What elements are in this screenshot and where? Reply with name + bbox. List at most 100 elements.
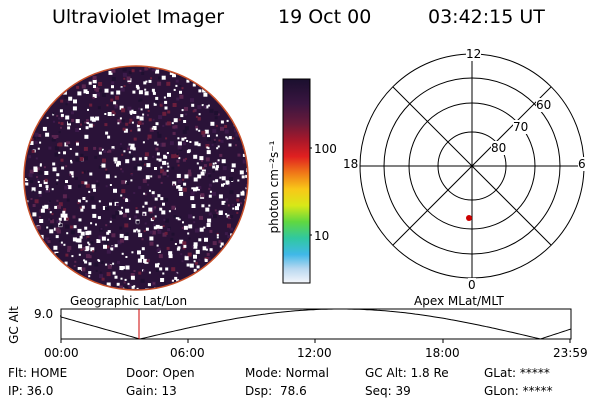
noise-pixel (111, 77, 116, 81)
noise-pixel (166, 162, 169, 165)
noise-pixel (172, 125, 176, 129)
noise-pixel (217, 73, 220, 76)
noise-pixel (154, 167, 157, 170)
noise-pixel (25, 69, 28, 72)
noise-pixel (241, 132, 245, 136)
noise-pixel (240, 111, 245, 116)
noise-pixel (179, 71, 182, 75)
noise-pixel (177, 137, 180, 140)
noise-pixel (242, 135, 245, 138)
noise-pixel (177, 145, 182, 150)
noise-pixel (114, 105, 118, 109)
noise-pixel (25, 101, 28, 105)
noise-pixel (150, 175, 153, 178)
noise-pixel (131, 121, 134, 124)
noise-pixel (97, 62, 99, 64)
noise-pixel (228, 95, 230, 98)
noise-pixel (181, 109, 184, 112)
noise-pixel (123, 85, 126, 87)
noise-pixel (226, 99, 230, 103)
ip-status: IP: 36.0 (8, 384, 54, 398)
noise-pixel (208, 204, 211, 207)
noise-pixel (198, 186, 202, 189)
noise-pixel (178, 118, 181, 121)
noise-pixel (85, 91, 89, 94)
noise-pixel (129, 155, 133, 158)
noise-pixel (93, 85, 96, 88)
noise-pixel (212, 139, 216, 143)
noise-pixel (176, 173, 181, 178)
time-tick-0600: 06:00 (170, 346, 205, 360)
noise-pixel (25, 259, 28, 263)
noise-pixel (155, 269, 159, 272)
noise-pixel (106, 245, 110, 249)
noise-pixel (175, 79, 179, 83)
noise-pixel (89, 103, 93, 107)
noise-pixel (119, 233, 124, 238)
noise-pixel (91, 204, 96, 209)
noise-pixel (191, 204, 196, 208)
noise-pixel (236, 78, 240, 82)
noise-pixel (140, 167, 142, 170)
noise-pixel (152, 118, 155, 121)
noise-pixel (246, 96, 247, 101)
noise-pixel (100, 227, 103, 230)
noise-pixel (246, 168, 247, 173)
noise-pixel (209, 274, 213, 277)
noise-pixel (108, 263, 111, 266)
noise-pixel (92, 67, 96, 69)
noise-pixel (195, 125, 199, 129)
noise-pixel (87, 108, 89, 111)
noise-pixel (19, 75, 23, 79)
noise-pixel (138, 157, 142, 161)
noise-pixel (221, 76, 225, 80)
noise-pixel (241, 175, 245, 179)
noise-pixel (59, 88, 63, 92)
noise-pixel (216, 88, 219, 92)
noise-pixel (85, 231, 90, 236)
noise-pixel (239, 225, 242, 228)
noise-pixel (28, 246, 30, 249)
noise-pixel (152, 216, 156, 220)
noise-pixel (134, 215, 138, 219)
noise-pixel (171, 267, 176, 272)
noise-pixel (109, 220, 112, 223)
noise-pixel (238, 234, 241, 237)
noise-pixel (46, 98, 50, 102)
noise-pixel (126, 182, 130, 185)
noise-pixel (220, 120, 224, 124)
noise-pixel (44, 171, 49, 175)
noise-pixel (55, 227, 60, 232)
noise-pixel (221, 176, 226, 181)
noise-pixel (165, 218, 169, 223)
time-tick-2359: 23:59 (553, 346, 588, 360)
noise-pixel (86, 254, 90, 259)
noise-pixel (30, 254, 34, 258)
noise-pixel (252, 82, 254, 84)
noise-pixel (81, 84, 86, 89)
noise-pixel (181, 87, 184, 90)
noise-pixel (226, 274, 231, 279)
noise-pixel (28, 117, 33, 122)
noise-pixel (22, 124, 24, 126)
noise-pixel (72, 106, 77, 111)
noise-pixel (179, 85, 182, 87)
noise-pixel (230, 73, 235, 78)
noise-pixel (151, 230, 156, 235)
noise-pixel (52, 113, 55, 116)
noise-pixel (198, 89, 202, 93)
noise-pixel (55, 269, 60, 274)
noise-pixel (203, 75, 206, 78)
noise-pixel (158, 76, 161, 80)
noise-pixel (225, 258, 228, 261)
noise-pixel (138, 186, 142, 190)
noise-pixel (95, 223, 97, 226)
noise-pixel (106, 104, 109, 107)
noise-pixel (35, 269, 40, 274)
noise-pixel (125, 208, 130, 213)
noise-pixel (175, 217, 178, 220)
noise-pixel (219, 245, 222, 248)
noise-pixel (125, 122, 129, 126)
noise-pixel (53, 245, 58, 250)
noise-pixel (28, 155, 32, 159)
